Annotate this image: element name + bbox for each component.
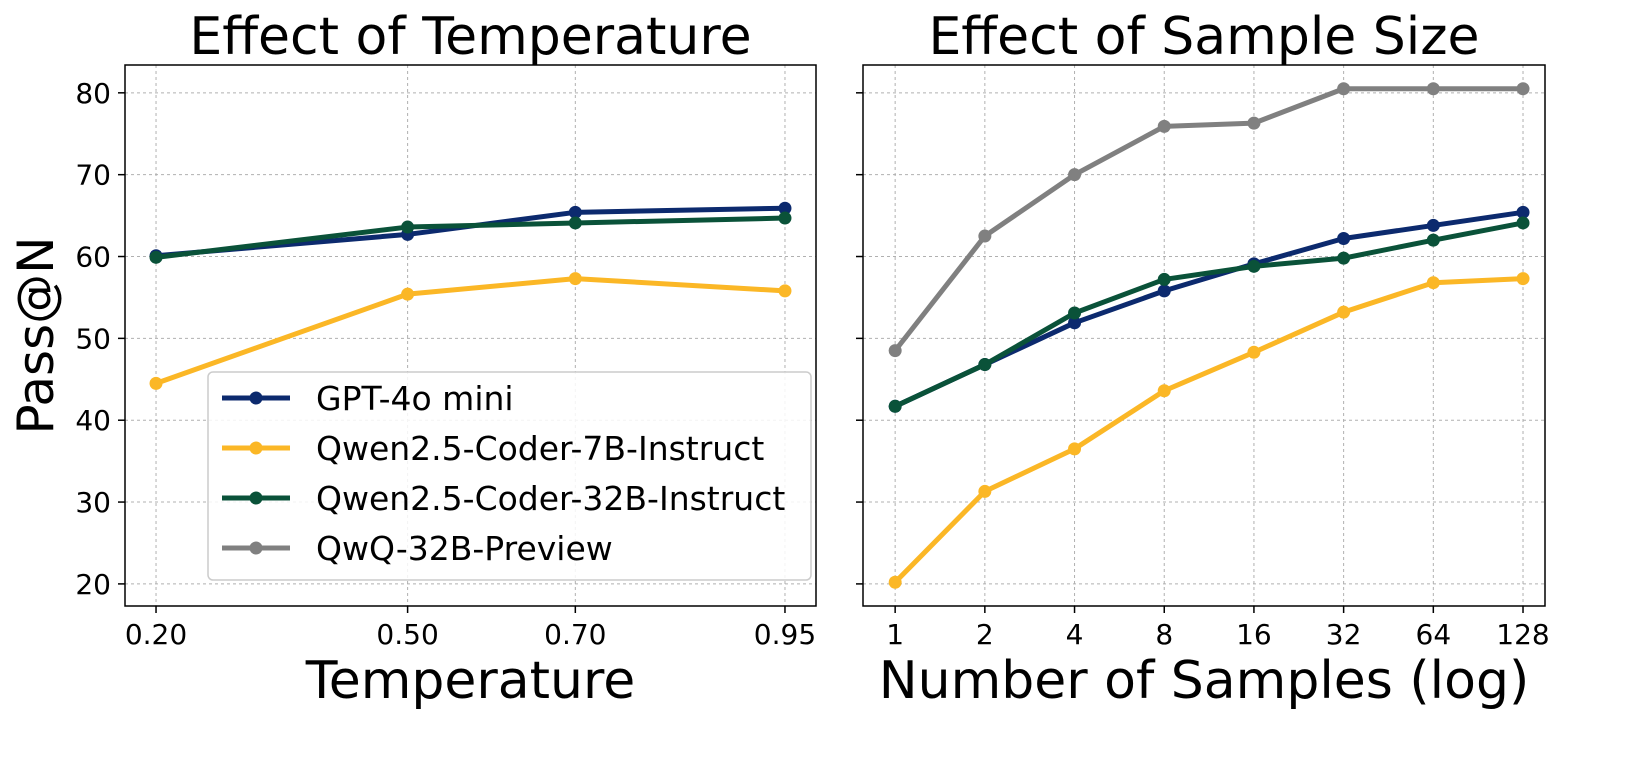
data-point [1516,82,1530,96]
x-tick-label: 4 [1066,618,1084,651]
legend-label: GPT-4o mini [316,379,514,418]
data-point [568,216,582,230]
data-point [1426,218,1440,232]
data-point [401,220,415,234]
y-axis-label: Pass@N [7,236,65,434]
data-point [778,211,792,225]
x-tick-label: 16 [1236,618,1272,651]
x-tick-label: 32 [1326,618,1362,651]
x-axis-label: Temperature [305,651,635,711]
axes-frame [124,64,817,607]
legend-marker [249,491,263,505]
x-tick-label: 0.70 [544,618,606,651]
x-tick-label: 0.95 [754,618,816,651]
data-point [1337,232,1351,246]
y-tick-label: 70 [75,159,111,192]
data-point [568,272,582,286]
series-line [894,220,1524,409]
legend-label: Qwen2.5-Coder-7B-Instruct [316,429,764,468]
series-line [893,86,1524,353]
legend-marker [249,391,263,405]
data-point [1516,216,1530,230]
legend-label: QwQ-32B-Preview [316,529,613,568]
data-point [978,484,992,498]
data-point [1247,116,1261,130]
data-point [1426,82,1440,96]
data-point [1157,384,1171,398]
series-line [155,205,786,259]
x-tick-label: 0.50 [376,618,438,651]
data-point [1426,276,1440,290]
data-point [1157,284,1171,298]
data-point [1337,82,1351,96]
legend-marker [249,441,263,455]
data-point [978,358,992,372]
x-tick-label: 8 [1155,618,1173,651]
series-line [155,276,786,386]
data-point [1247,345,1261,359]
data-point [1516,272,1530,286]
data-point [778,284,792,298]
series-line [893,276,1524,585]
y-tick-label: 60 [75,241,111,274]
data-point [978,229,992,243]
legend-box [207,371,812,581]
data-point [568,205,582,219]
axes-frame [862,64,1546,607]
data-point [888,399,902,413]
data-point [1516,205,1530,219]
y-tick-label: 30 [75,486,111,519]
data-point [1068,316,1082,330]
legend-marker [249,541,263,555]
legend: GPT-4o mini Qwen2.5-Coder-7B-Instruct Qwen… [207,371,812,581]
series-line [155,215,786,260]
legend-label: Qwen2.5-Coder-32B-Instruct [316,479,785,518]
data-point [1337,251,1351,265]
chart-title: Effect of Temperature [189,7,751,67]
y-tick-label: 40 [75,404,111,437]
data-point [1157,272,1171,286]
data-point [149,376,163,390]
data-point [1068,306,1082,320]
data-point [778,201,792,215]
x-tick-label: 64 [1416,618,1452,651]
data-point [401,287,415,301]
y-tick-label: 80 [75,77,111,110]
y-tick-label: 20 [75,568,111,601]
data-point [1247,259,1261,273]
data-point [1068,168,1082,182]
x-tick-label: 128 [1496,618,1549,651]
data-point [149,250,163,264]
y-tick-label: 50 [75,322,111,355]
x-tick-label: 0.20 [125,618,187,651]
data-point [888,344,902,358]
x-tick-label: 1 [886,618,904,651]
x-axis-label: Number of Samples (log) [879,651,1530,711]
chart-title: Effect of Sample Size [928,7,1479,67]
data-point [1068,442,1082,456]
data-point [1426,233,1440,247]
x-tick-label: 2 [976,618,994,651]
data-point [1337,305,1351,319]
data-point [1157,119,1171,133]
data-point [888,575,902,589]
